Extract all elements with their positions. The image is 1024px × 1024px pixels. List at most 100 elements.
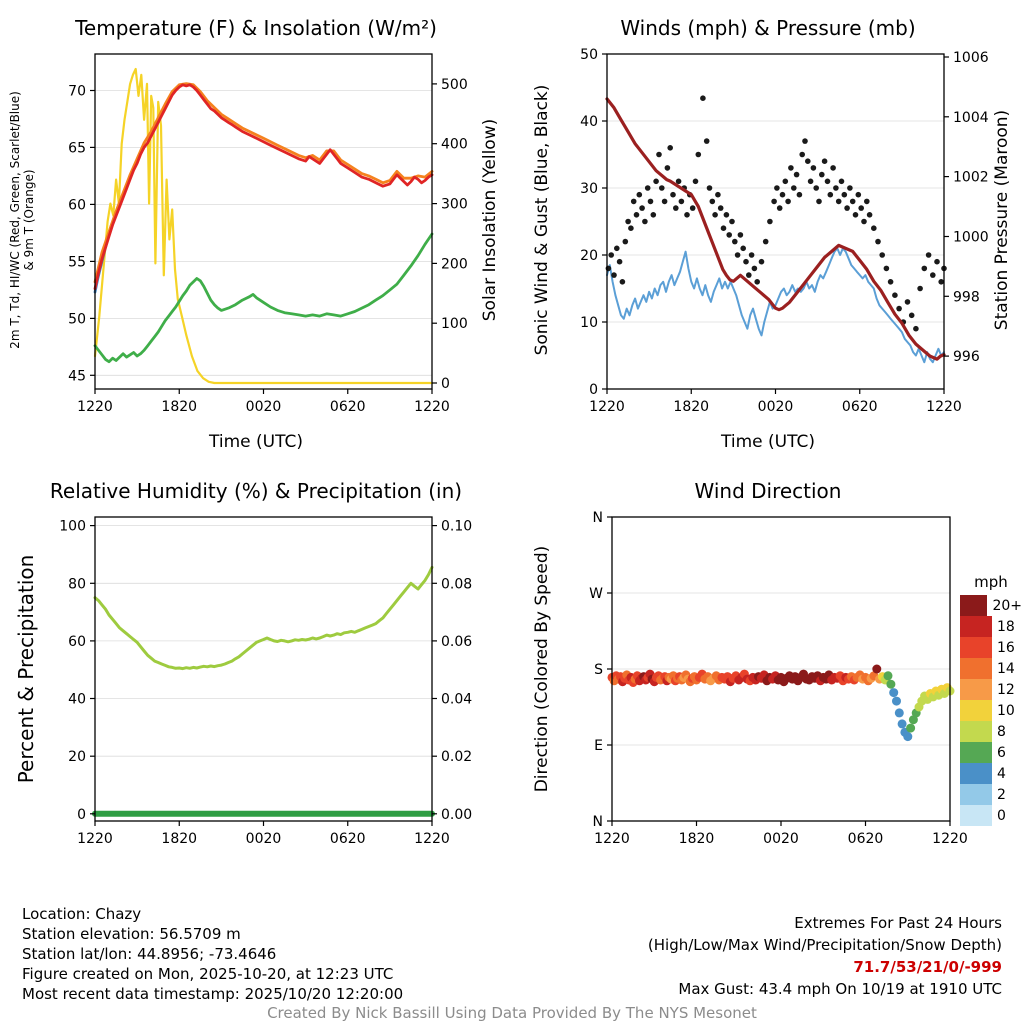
- data-point: [830, 165, 836, 171]
- x-tick-label: 0620: [842, 399, 878, 415]
- y-tick-label: 0.06: [441, 634, 472, 650]
- x-tick-label: 1220: [594, 831, 630, 847]
- data-point: [802, 138, 808, 144]
- data-point: [740, 245, 746, 252]
- data-point: [925, 252, 932, 258]
- data-point: [819, 171, 825, 178]
- data-point: [703, 138, 710, 144]
- data-point: [633, 212, 640, 218]
- data-point: [897, 719, 907, 729]
- panel-temperature-insolation: Temperature (F) & Insolation (W/m²) 2m T…: [0, 0, 512, 465]
- data-point: [889, 688, 899, 698]
- x-tick-label: 0620: [330, 831, 366, 847]
- data-point: [689, 205, 696, 211]
- data-point: [785, 198, 791, 205]
- data-point: [616, 258, 623, 265]
- data-point: [776, 205, 783, 211]
- y-tick-label: 1002: [953, 170, 989, 186]
- legend-label: 0: [997, 807, 1006, 824]
- data-point: [762, 238, 769, 245]
- data-point: [656, 151, 662, 158]
- legend-label: 20+: [992, 597, 1022, 614]
- y-tick-label: 0: [441, 376, 450, 392]
- x-tick-label: 1820: [679, 831, 715, 847]
- legend-swatch: [960, 805, 992, 826]
- y-tick-label: 1004: [953, 110, 989, 126]
- data-point: [894, 708, 904, 718]
- data-point: [852, 212, 859, 218]
- x-tick-label: 1220: [414, 831, 450, 847]
- data-point: [833, 185, 839, 191]
- legend-label: 10: [997, 702, 1015, 719]
- data-point: [700, 95, 706, 101]
- legend-entry: 18: [960, 616, 1022, 637]
- data-point: [887, 279, 894, 285]
- y-tick-label: 0.10: [441, 519, 472, 535]
- direction-scatter: [607, 664, 955, 742]
- y-tick-label: 40: [580, 114, 598, 130]
- legend-swatch: [960, 616, 992, 637]
- legend-label: 8: [997, 723, 1006, 740]
- y-tick-label: E: [594, 738, 603, 754]
- y-tick-label: 30: [580, 181, 598, 197]
- y-tick-label: S: [594, 662, 603, 678]
- legend-swatch: [960, 637, 992, 658]
- data-point: [653, 178, 659, 185]
- humidity-precip-chart: 1220 1820 0020 0620 1220 0 20 40 60 80 100 0.00 0.02…: [59, 516, 472, 847]
- data-point: [908, 312, 915, 319]
- data-point: [855, 191, 862, 198]
- x-tick-label: 0020: [758, 399, 794, 415]
- data-point: [720, 225, 727, 231]
- x-tick-label: 1820: [161, 399, 197, 415]
- x-tick-label: 1220: [77, 399, 113, 415]
- data-point: [771, 198, 777, 205]
- data-point: [715, 191, 721, 198]
- data-point: [614, 245, 620, 252]
- x-tick-label: 1220: [77, 831, 113, 847]
- y-tick-label: 0: [77, 807, 86, 823]
- x-tick-label: 1820: [161, 831, 197, 847]
- data-point: [883, 265, 890, 272]
- data-point: [938, 279, 944, 285]
- data-point: [844, 205, 850, 211]
- data-point: [813, 185, 819, 191]
- y-tick-label: N: [593, 814, 603, 830]
- y-tick-label: 0.00: [441, 807, 472, 823]
- data-point: [886, 679, 896, 689]
- speed-legend: mph 20+ 18 16 14 12 10 8 6 4 2 0: [960, 573, 1022, 826]
- panel-winds-pressure: Winds (mph) & Pressure (mb) Sonic Wind &…: [512, 0, 1024, 465]
- data-point: [810, 165, 817, 171]
- y-tick-label: 100: [59, 519, 86, 535]
- data-point: [726, 232, 732, 238]
- data-point: [675, 178, 682, 185]
- data-point: [709, 198, 716, 205]
- legend-label: 4: [997, 765, 1006, 782]
- temp-9m-line: [93, 82, 434, 284]
- legend-entry: 12: [960, 679, 1022, 700]
- y-tick-label: 300: [441, 197, 468, 213]
- data-point: [670, 191, 676, 198]
- legend-swatch: [960, 784, 992, 805]
- y-tick-label: 500: [441, 77, 468, 93]
- legend-label: 18: [997, 618, 1015, 635]
- y-tick-label: 1000: [953, 230, 989, 246]
- data-point: [639, 205, 645, 211]
- data-point: [896, 305, 902, 312]
- footer-left: Location: Chazy Station elevation: 56.570…: [22, 904, 403, 1004]
- data-point: [748, 252, 755, 258]
- y-tick-label: 60: [68, 197, 86, 213]
- data-point: [908, 715, 918, 725]
- data-point: [737, 232, 744, 238]
- credit-text: Created By Nick Bassill Using Data Provi…: [267, 1004, 757, 1022]
- data-point: [788, 165, 794, 171]
- legend-entry: 14: [960, 658, 1022, 679]
- data-point: [835, 198, 842, 205]
- data-point: [805, 158, 811, 164]
- x-tick-label: 0020: [246, 399, 282, 415]
- data-point: [841, 191, 848, 198]
- panel-wind-direction: Wind Direction Direction (Colored By Spe…: [512, 465, 1024, 900]
- data-point: [729, 218, 735, 225]
- legend-label: 12: [997, 681, 1015, 698]
- data-point: [743, 258, 749, 265]
